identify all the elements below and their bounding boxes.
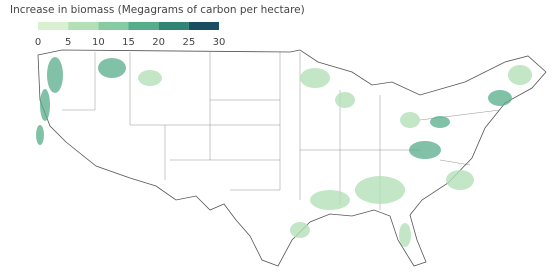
legend-swatch xyxy=(38,22,69,30)
legend-tick-label: 0 xyxy=(35,37,41,48)
legend-swatch xyxy=(68,22,99,30)
legend-swatch xyxy=(10,22,38,30)
legend-swatch xyxy=(188,22,219,30)
us-outline xyxy=(37,49,547,267)
legend-tick-label: 20 xyxy=(152,37,165,48)
legend-swatch xyxy=(158,22,189,30)
legend-tick-label: 15 xyxy=(122,37,135,48)
state-lines xyxy=(62,52,501,210)
us-map xyxy=(36,49,547,267)
legend-tick-label: 10 xyxy=(92,37,105,48)
legend: 0 5 10 15 20 25 30 xyxy=(10,22,225,48)
legend-title: Increase in biomass (Megagrams of carbon… xyxy=(10,4,305,16)
legend-tick-label: 30 xyxy=(213,37,226,48)
biomass-patches-light xyxy=(138,65,532,247)
biomass-patches xyxy=(36,57,512,159)
legend-swatch xyxy=(128,22,159,30)
legend-tick-label: 25 xyxy=(182,37,195,48)
legend-tick-label: 5 xyxy=(65,37,71,48)
legend-swatch xyxy=(98,22,129,30)
